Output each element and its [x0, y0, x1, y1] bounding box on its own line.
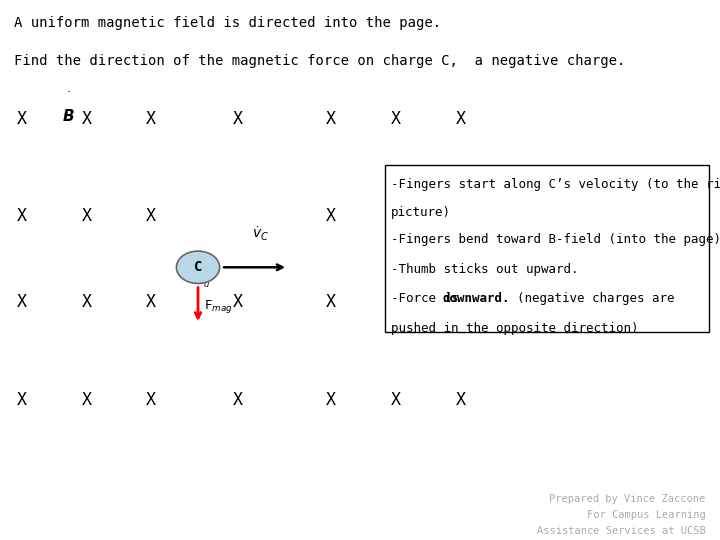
Text: downward.: downward.	[443, 292, 510, 305]
Text: $\mathregular{\dot{v}_C}$: $\mathregular{\dot{v}_C}$	[253, 226, 269, 243]
Text: X: X	[456, 293, 466, 312]
Text: X: X	[146, 390, 156, 409]
Text: X: X	[17, 110, 27, 128]
Text: X: X	[233, 293, 243, 312]
Text: -Fingers start along C’s velocity (to the right in the: -Fingers start along C’s velocity (to th…	[391, 178, 720, 191]
Text: X: X	[326, 390, 336, 409]
Text: -Fingers bend toward B-field (into the page): -Fingers bend toward B-field (into the p…	[391, 233, 720, 246]
Text: X: X	[146, 110, 156, 128]
Text: X: X	[17, 390, 27, 409]
Text: u: u	[204, 280, 209, 288]
Text: B: B	[63, 109, 74, 124]
Text: X: X	[456, 110, 466, 128]
Text: X: X	[391, 390, 401, 409]
Circle shape	[176, 251, 220, 284]
Text: X: X	[326, 293, 336, 312]
Text: ˙: ˙	[66, 90, 71, 103]
Text: X: X	[233, 390, 243, 409]
Text: -Thumb sticks out upward.: -Thumb sticks out upward.	[391, 262, 578, 275]
Text: X: X	[233, 110, 243, 128]
Text: Prepared by Vince Zaccone: Prepared by Vince Zaccone	[549, 494, 706, 504]
Text: Find the direction of the magnetic force on charge C,  a negative charge.: Find the direction of the magnetic force…	[14, 54, 626, 68]
Text: (negative charges are: (negative charges are	[502, 292, 675, 305]
Text: X: X	[81, 110, 91, 128]
Text: X: X	[326, 110, 336, 128]
Text: Assistance Services at UCSB: Assistance Services at UCSB	[537, 526, 706, 537]
Text: X: X	[17, 207, 27, 225]
Text: X: X	[391, 293, 401, 312]
Text: C: C	[194, 260, 202, 274]
Text: X: X	[326, 207, 336, 225]
Text: A uniform magnetic field is directed into the page.: A uniform magnetic field is directed int…	[14, 16, 441, 30]
Text: X: X	[81, 293, 91, 312]
Text: X: X	[81, 390, 91, 409]
Text: For Campus Learning: For Campus Learning	[587, 510, 706, 521]
Text: pushed in the opposite direction): pushed in the opposite direction)	[391, 322, 639, 335]
Text: X: X	[391, 207, 401, 225]
Text: X: X	[456, 390, 466, 409]
Text: picture): picture)	[391, 206, 451, 219]
Text: X: X	[456, 207, 466, 225]
Text: F$_{mag}$: F$_{mag}$	[204, 298, 233, 315]
Text: X: X	[146, 293, 156, 312]
FancyBboxPatch shape	[385, 165, 709, 332]
Text: X: X	[17, 293, 27, 312]
Text: X: X	[81, 207, 91, 225]
Text: -Force is: -Force is	[391, 292, 466, 305]
Text: X: X	[146, 207, 156, 225]
Text: X: X	[391, 110, 401, 128]
